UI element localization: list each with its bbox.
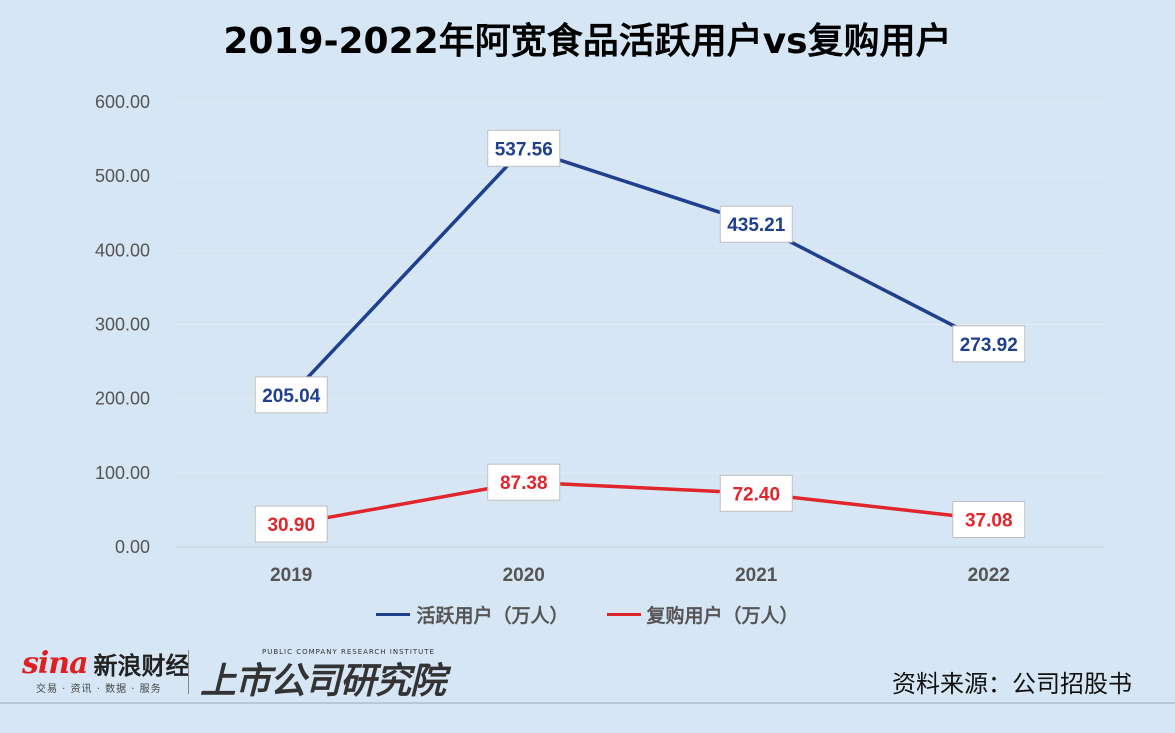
sina-brand-subtitle: 交易 · 资讯 · 数据 · 服务 <box>36 684 162 695</box>
sina-brand-name: 新浪财经 <box>93 652 190 680</box>
legend: 活跃用户（万人） 复购用户（万人） <box>0 601 1175 628</box>
y-tick-label: 0.00 <box>115 537 150 557</box>
institute-english-name: PUBLIC COMPANY RESEARCH INSTITUTE <box>262 648 435 656</box>
data-label-box <box>487 129 561 167</box>
data-label: 435.21 <box>727 215 786 236</box>
legend-item-active-users: 活跃用户（万人） <box>376 601 569 628</box>
data-label-box <box>952 325 1026 363</box>
legend-item-repeat-users: 复购用户（万人） <box>606 601 799 628</box>
data-label: 205.04 <box>262 386 321 407</box>
y-tick-label: 600.00 <box>95 92 150 112</box>
x-tick-label: 2022 <box>968 565 1010 586</box>
y-tick-label: 500.00 <box>95 166 150 186</box>
logo-divider <box>188 650 189 694</box>
y-tick-label: 100.00 <box>95 463 150 483</box>
data-label-box <box>254 505 328 543</box>
data-label-box <box>719 205 793 243</box>
x-tick-label: 2021 <box>735 565 778 586</box>
chart-title: 2019-2022年阿宽食品活跃用户vs复购用户 <box>223 21 952 62</box>
data-label: 537.56 <box>495 139 553 160</box>
data-label-box <box>719 474 793 512</box>
y-tick-label: 400.00 <box>95 240 150 260</box>
legend-label-active-users: 活跃用户（万人） <box>416 605 569 627</box>
x-tick-label: 2019 <box>270 565 312 586</box>
data-label-box <box>952 500 1026 538</box>
data-label: 72.40 <box>732 484 780 505</box>
x-tick-label: 2020 <box>503 565 545 586</box>
series-line-0 <box>289 146 990 397</box>
y-tick-label: 300.00 <box>95 315 150 335</box>
data-label: 87.38 <box>500 473 548 494</box>
legend-line-active-users <box>376 613 411 616</box>
data-label: 30.90 <box>267 515 315 536</box>
sina-logo-mark: sina <box>22 646 89 681</box>
data-source-note: 资料来源：公司招股书 <box>892 670 1132 698</box>
sina-finance-logo: sina 新浪财经 <box>22 646 190 681</box>
y-tick-label: 200.00 <box>95 389 150 409</box>
data-label: 37.08 <box>965 510 1013 531</box>
data-label-box <box>487 463 561 501</box>
footer-divider <box>0 702 1175 704</box>
institute-logo: 上市公司研究院 <box>200 661 446 702</box>
data-label: 273.92 <box>960 335 1018 356</box>
data-label-box <box>254 376 328 414</box>
series-line-1 <box>290 480 989 526</box>
legend-line-repeat-users <box>606 613 641 616</box>
legend-label-repeat-users: 复购用户（万人） <box>646 605 799 627</box>
